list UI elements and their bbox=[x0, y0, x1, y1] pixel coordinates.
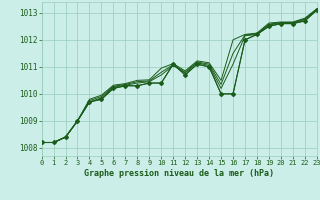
X-axis label: Graphe pression niveau de la mer (hPa): Graphe pression niveau de la mer (hPa) bbox=[84, 169, 274, 178]
